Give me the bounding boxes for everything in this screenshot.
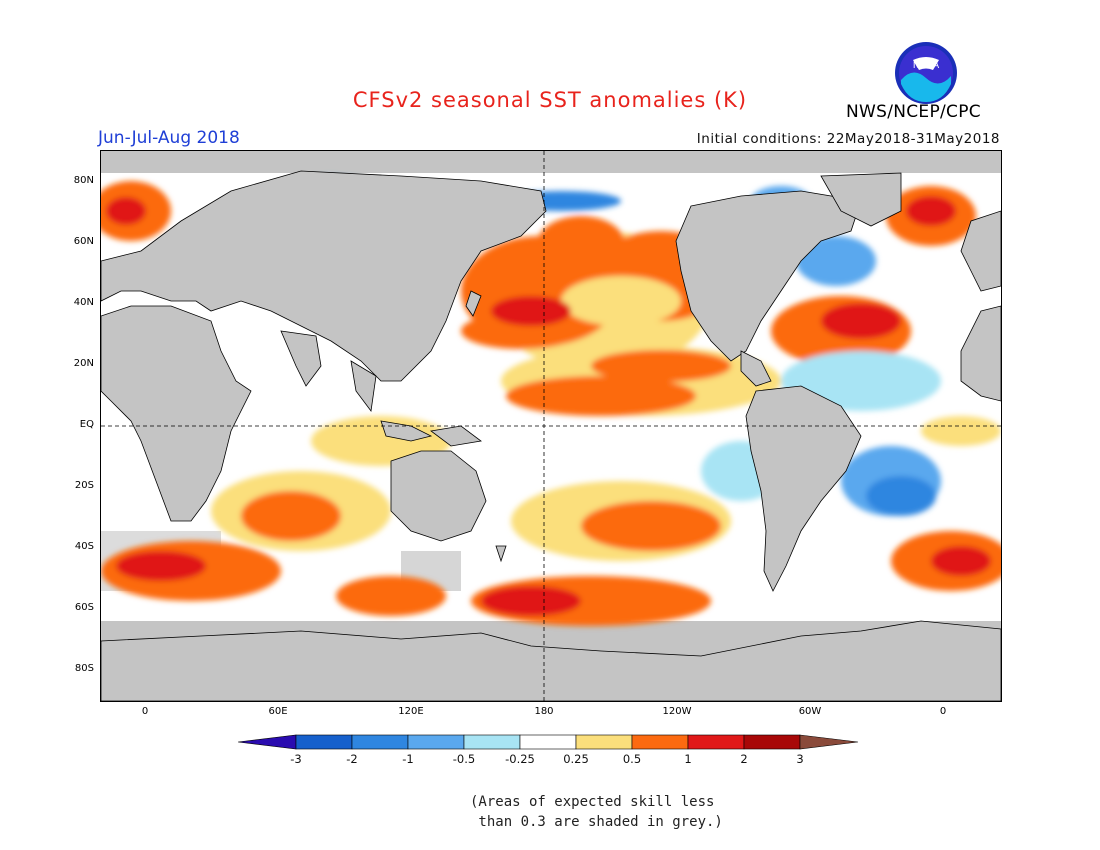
lat-label: 60S bbox=[74, 602, 94, 613]
colorbar-tick-label: -3 bbox=[290, 752, 302, 766]
lon-label: 120E bbox=[398, 706, 424, 717]
colorbar-tick-label: -1 bbox=[402, 752, 414, 766]
skill-note: (Areas of expected skill less than 0.3 a… bbox=[470, 792, 723, 832]
colorbar-segment bbox=[295, 734, 353, 750]
colorbar-segment bbox=[575, 734, 633, 750]
colorbar-tick-label: 0.5 bbox=[622, 752, 642, 766]
colorbar-segment bbox=[743, 734, 801, 750]
noaa-logo: NOAA bbox=[895, 42, 957, 104]
colorbar-tick-label: -2 bbox=[346, 752, 358, 766]
agency-label: NWS/NCEP/CPC bbox=[846, 102, 981, 122]
land bbox=[100, 170, 1002, 702]
colorbar-max-arrow bbox=[799, 734, 859, 750]
lat-label: 20S bbox=[74, 480, 94, 491]
colorbar-tick-label: 3 bbox=[796, 752, 804, 766]
colorbar-segment bbox=[351, 734, 409, 750]
colorbar-segment bbox=[407, 734, 465, 750]
colorbar-segment bbox=[687, 734, 745, 750]
lon-label: 60E bbox=[268, 706, 288, 717]
colorbar-segment bbox=[519, 734, 577, 750]
lat-label: 80N bbox=[73, 175, 94, 186]
lon-label: 180 bbox=[534, 706, 554, 717]
colorbar-tick-label: 2 bbox=[740, 752, 748, 766]
lat-label: EQ bbox=[79, 419, 94, 430]
sst-anomaly-map bbox=[91, 150, 1011, 702]
colorbar bbox=[238, 734, 859, 750]
colorbar-tick-label: -0.25 bbox=[505, 752, 535, 766]
map-gridlines bbox=[101, 151, 1001, 701]
lat-label: 60N bbox=[73, 236, 94, 247]
colorbar-segment bbox=[463, 734, 521, 750]
map-title: CFSv2 seasonal SST anomalies (K) bbox=[352, 88, 748, 112]
lon-label: 0 bbox=[939, 706, 947, 717]
lat-label: 40N bbox=[73, 297, 94, 308]
colorbar-tick-label: -0.5 bbox=[452, 752, 476, 766]
lon-label: 60W bbox=[798, 706, 822, 717]
lat-label: 20N bbox=[73, 358, 94, 369]
colorbar-tick-label: 0.25 bbox=[563, 752, 589, 766]
colorbar-segment bbox=[631, 734, 689, 750]
logo-text: NOAA bbox=[913, 61, 940, 71]
lon-label: 0 bbox=[141, 706, 149, 717]
note-line-1: (Areas of expected skill less bbox=[470, 794, 715, 810]
note-line-2: than 0.3 are shaded in grey.) bbox=[470, 814, 723, 830]
lat-label: 80S bbox=[74, 663, 94, 674]
colorbar-min-arrow bbox=[238, 734, 297, 750]
initial-conditions-label: Initial conditions: 22May2018-31May2018 bbox=[696, 131, 1000, 147]
season-label: Jun-Jul-Aug 2018 bbox=[98, 128, 240, 148]
lat-label: 40S bbox=[74, 541, 94, 552]
lon-label: 120W bbox=[662, 706, 692, 717]
colorbar-tick-label: 1 bbox=[684, 752, 692, 766]
map-svg bbox=[91, 151, 1011, 702]
